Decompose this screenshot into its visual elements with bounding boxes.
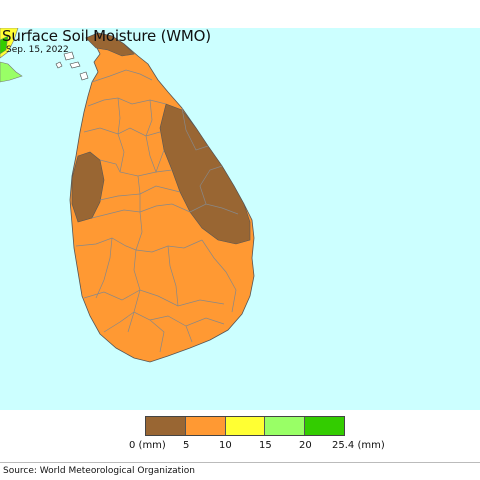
india-wet-patch	[0, 61, 23, 83]
legend-tick-25: 25.4 (mm)	[332, 440, 385, 451]
legend-swatch-10-15	[225, 417, 266, 435]
legend-swatch-15-20	[265, 417, 306, 435]
legend-swatch-5-10	[185, 417, 226, 435]
sri-lanka-landmass	[69, 32, 255, 363]
district-boundaries	[75, 69, 239, 353]
footer-divider	[0, 462, 480, 463]
map-panel: Surface Soil Moisture (WMO) Sep. 15, 202…	[0, 28, 480, 410]
legend-swatch-20-25	[305, 417, 344, 435]
jaffna-dry-zone	[85, 32, 135, 57]
india-wet-patch-2	[0, 35, 9, 55]
legend-tick-0: 0 (mm)	[129, 440, 166, 451]
legend-tick-15: 15	[259, 440, 272, 451]
source-credit: Source: World Meteorological Organizatio…	[3, 466, 195, 476]
map-title: Surface Soil Moisture (WMO)	[2, 28, 211, 45]
legend-tick-10: 10	[219, 440, 232, 451]
sri-lanka-map	[0, 28, 255, 363]
map-date: Sep. 15, 2022	[6, 45, 69, 55]
west-dry-zone	[71, 151, 105, 223]
legend-tick-20: 20	[299, 440, 312, 451]
color-legend-bar	[145, 416, 345, 436]
jaffna-islands	[55, 51, 89, 81]
east-dry-zone	[159, 103, 251, 245]
legend-tick-5: 5	[183, 440, 190, 451]
legend-swatch-0-5	[146, 417, 186, 435]
